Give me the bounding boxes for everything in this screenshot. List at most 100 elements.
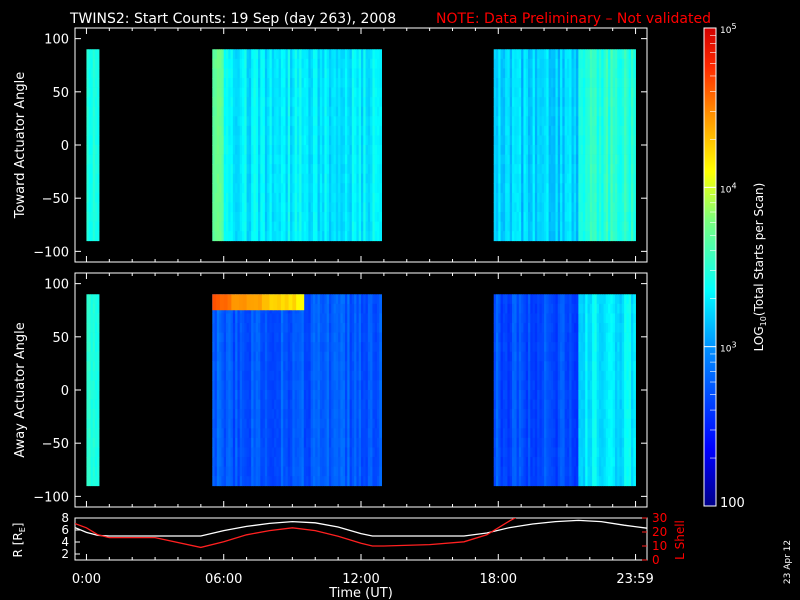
heatmap-cell xyxy=(96,447,100,458)
heatmap-cell xyxy=(290,154,293,165)
heatmap-cell xyxy=(344,183,348,194)
heatmap-cell xyxy=(285,192,289,203)
heatmap-cell xyxy=(310,428,314,439)
heatmap-cell xyxy=(264,370,268,381)
heatmap-cell xyxy=(493,428,497,439)
heatmap-cell xyxy=(512,87,515,98)
heatmap-cell xyxy=(596,68,600,79)
heatmap-cell xyxy=(518,97,522,108)
heatmap-cell xyxy=(356,390,360,400)
heatmap-cell xyxy=(351,380,355,391)
heatmap-cell xyxy=(283,173,286,184)
heatmap-cell xyxy=(347,221,350,232)
heatmap-cell xyxy=(324,221,328,232)
heatmap-cell xyxy=(541,418,545,429)
heatmap-cell xyxy=(361,125,364,136)
heatmap-cell xyxy=(525,106,529,117)
heatmap-cell xyxy=(88,87,92,98)
heatmap-cell xyxy=(594,97,598,108)
heatmap-cell xyxy=(248,380,252,391)
heatmap-cell xyxy=(331,332,334,343)
heatmap-cell xyxy=(608,173,611,184)
heatmap-cell xyxy=(530,221,533,232)
heatmap-cell xyxy=(505,116,508,127)
heatmap-cell xyxy=(319,58,323,69)
heatmap-cell xyxy=(280,135,284,146)
heatmap-cell xyxy=(274,476,277,487)
heatmap-cell xyxy=(361,106,364,117)
heatmap-cell xyxy=(333,294,337,305)
heatmap-cell xyxy=(347,97,350,108)
heatmap-cell xyxy=(344,399,348,410)
heatmap-cell xyxy=(228,476,231,487)
heatmap-cell xyxy=(534,221,538,232)
heatmap-cell xyxy=(223,332,227,343)
heatmap-cell xyxy=(514,87,517,98)
heatmap-cell xyxy=(347,125,350,136)
heatmap-cell xyxy=(301,164,305,175)
heatmap-cell xyxy=(589,97,593,108)
heatmap-cell xyxy=(553,183,556,194)
heatmap-cell xyxy=(299,231,302,242)
heatmap-cell xyxy=(367,390,371,400)
heatmap-cell xyxy=(354,342,357,353)
heatmap-cell xyxy=(235,154,238,165)
heatmap-cell xyxy=(312,97,316,108)
heatmap-cell xyxy=(253,49,257,60)
heatmap-cell xyxy=(365,58,369,69)
heatmap-cell xyxy=(493,332,497,343)
heatmap-cell xyxy=(377,231,380,242)
heatmap-cell xyxy=(274,399,277,410)
heatmap-cell xyxy=(578,183,582,194)
heatmap-cell xyxy=(285,447,289,458)
heatmap-cell xyxy=(560,192,563,203)
heatmap-cell xyxy=(331,106,334,117)
heatmap-cell xyxy=(351,192,355,203)
heatmap-cell xyxy=(587,202,591,213)
heatmap-cell xyxy=(86,58,89,69)
heatmap-cell xyxy=(605,97,609,108)
heatmap-cell xyxy=(331,221,334,232)
heatmap-cell xyxy=(267,380,270,391)
heatmap-cell xyxy=(310,49,314,60)
heatmap-cell xyxy=(308,58,312,69)
heatmap-cell xyxy=(255,202,259,213)
heatmap-cell xyxy=(328,457,332,467)
heatmap-cell xyxy=(92,97,96,108)
heatmap-cell xyxy=(258,173,261,184)
heatmap-cell xyxy=(285,437,289,448)
heatmap-cell xyxy=(594,135,598,146)
heatmap-cell xyxy=(523,135,527,146)
heatmap-cell xyxy=(228,332,231,343)
heatmap-cell xyxy=(319,322,323,333)
heatmap-cell xyxy=(86,97,89,108)
heatmap-cell xyxy=(248,154,252,165)
heatmap-cell xyxy=(221,221,225,232)
heatmap-cell xyxy=(317,202,321,213)
heatmap-cell xyxy=(326,342,330,353)
heatmap-cell xyxy=(361,164,364,175)
heatmap-cell xyxy=(502,437,506,448)
heatmap-cell xyxy=(610,212,614,222)
heatmap-cell xyxy=(253,116,257,127)
heatmap-cell xyxy=(296,428,300,439)
heatmap-cell xyxy=(280,466,284,477)
heatmap-cell xyxy=(516,342,520,353)
heatmap-cell xyxy=(502,476,506,487)
heatmap-cell xyxy=(528,303,531,314)
heatmap-cell xyxy=(539,409,543,420)
heatmap-cell xyxy=(500,231,504,242)
heatmap-cell xyxy=(363,221,366,232)
heatmap-cell xyxy=(564,154,568,165)
heatmap-cell xyxy=(626,221,630,232)
heatmap-cell xyxy=(264,173,268,184)
heatmap-cell xyxy=(516,294,520,305)
heatmap-cell xyxy=(269,409,273,420)
heatmap-cell xyxy=(367,68,371,79)
heatmap-cell xyxy=(610,231,614,242)
heatmap-cell xyxy=(548,145,552,155)
heatmap-cell xyxy=(253,313,257,324)
heatmap-cell xyxy=(370,164,373,175)
heatmap-cell xyxy=(493,457,497,467)
heatmap-cell xyxy=(335,106,339,117)
